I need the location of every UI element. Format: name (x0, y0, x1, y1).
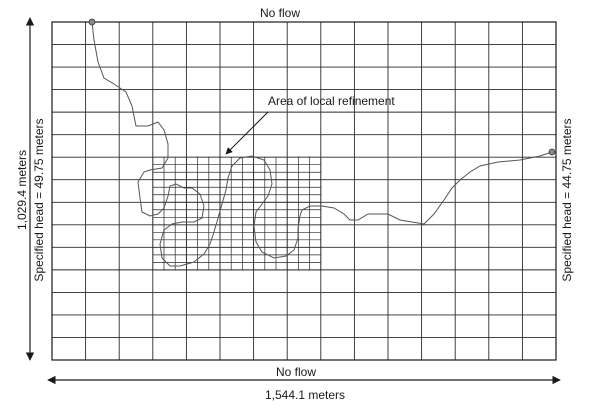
river-end-marker (548, 148, 556, 156)
top-boundary-label: No flow (260, 6, 301, 20)
refined-grid (152, 156, 322, 271)
width-dimension-label: 1,544.1 meters (265, 388, 346, 402)
river-trace (91, 21, 553, 267)
coarse-grid (52, 22, 556, 360)
refinement-callout-label: Area of local refinement (268, 94, 395, 108)
model-boundary (51, 21, 557, 361)
right-boundary-label: Specified head = 44.75 meters (560, 118, 574, 282)
river-start-marker (88, 18, 96, 26)
bottom-boundary-label: No flow (276, 365, 317, 379)
refinement-callout-arrow (225, 111, 269, 155)
left-boundary-label: Specified head = 49.75 meters (32, 118, 46, 282)
height-dimension-label: 1,029.4 meters (15, 149, 29, 231)
